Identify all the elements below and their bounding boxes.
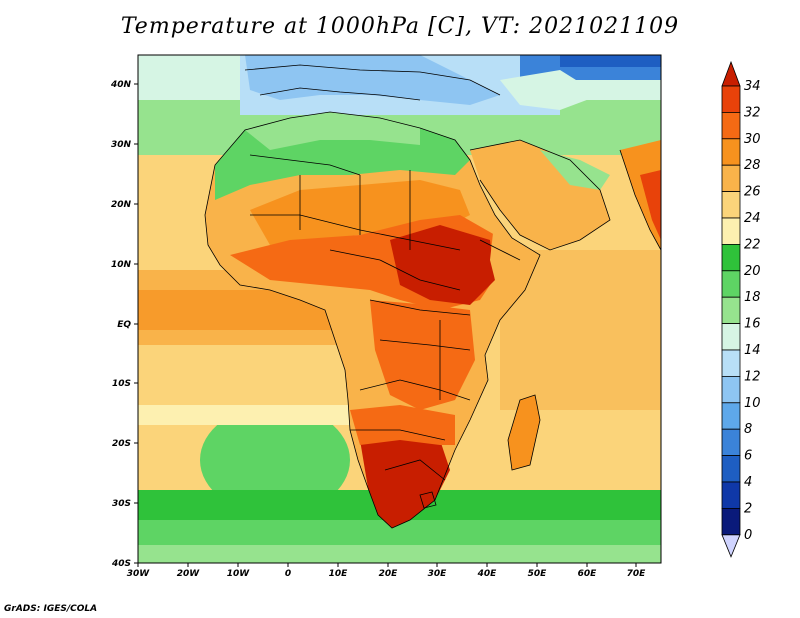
coastlines <box>204 64 661 529</box>
colorbar-swatch <box>721 428 741 457</box>
credit-text: GrADS: IGES/COLA <box>4 604 98 614</box>
lat-label: 20N <box>111 200 132 210</box>
lat-label: 40N <box>110 80 132 90</box>
colorbar-label: 20 <box>744 264 761 279</box>
colorbar-swatch <box>721 323 741 351</box>
longitude-labels: 30W 20W 10W 0 10E 20E 30E 40E 50E 60E 70… <box>127 569 646 579</box>
colorbar-swatch <box>721 349 741 377</box>
lon-label: 40E <box>477 569 498 579</box>
plot-frame <box>137 54 662 564</box>
colorbar-label: 12 <box>744 369 761 384</box>
lat-label: 10N <box>111 260 132 270</box>
colorbar-swatch <box>721 164 741 192</box>
colorbar-swatch <box>721 402 741 430</box>
colorbar-label: 16 <box>744 317 761 332</box>
axis-ticks <box>134 83 637 567</box>
lon-label: 20E <box>379 569 399 579</box>
map-title: Temperature at 1000hPa [C], VT: 20210211… <box>120 14 680 39</box>
colorbar-label: 6 <box>744 449 752 464</box>
colorbar-label: 26 <box>744 185 761 200</box>
lat-label: 30N <box>111 140 132 150</box>
colorbar-swatch <box>721 507 741 536</box>
colorbar-label: 2 <box>744 501 752 516</box>
colorbar-label: 22 <box>744 237 761 252</box>
colorbar-label: 34 <box>744 79 761 94</box>
colorbar-swatch <box>721 217 741 245</box>
colorbar-swatch <box>721 481 741 509</box>
colorbar-label: 30 <box>744 132 761 147</box>
lon-label: 30E <box>428 569 448 579</box>
colorbar-label: 28 <box>744 158 761 173</box>
colorbar-label: 4 <box>744 475 752 490</box>
colorbar-swatch <box>721 296 741 325</box>
colorbar-swatch <box>721 138 741 166</box>
colorbar-swatch <box>721 270 741 298</box>
lon-label: 70E <box>627 569 647 579</box>
colorbar-top-arrow <box>721 60 741 87</box>
lon-label: 10W <box>227 569 251 579</box>
lat-label: 30S <box>112 499 131 509</box>
colorbar-swatch <box>721 85 741 113</box>
colorbar-label: 10 <box>744 396 761 411</box>
temperature-field <box>138 55 661 563</box>
colorbar-swatch <box>721 112 741 140</box>
lon-label: 30W <box>127 569 151 579</box>
lat-label: EQ <box>117 320 131 330</box>
lon-label: 0 <box>285 569 291 579</box>
lat-label: 20S <box>112 439 131 449</box>
colorbar-label: 32 <box>744 105 761 120</box>
lat-label: 40S <box>111 559 131 569</box>
colorbar-swatch <box>721 243 741 272</box>
lon-label: 10E <box>329 569 349 579</box>
lat-label: 10S <box>112 379 131 389</box>
colorbar-swatch <box>721 375 741 404</box>
colorbar-label: 18 <box>744 290 761 305</box>
colorbar-swatch <box>721 455 741 483</box>
colorbar-label: 8 <box>744 422 752 437</box>
colorbar-label: 14 <box>744 343 761 358</box>
latitude-labels: 40N 30N 20N 10N EQ 10S 20S 30S 40S <box>110 80 132 569</box>
lon-label: 60E <box>578 569 598 579</box>
colorbar-label: 0 <box>744 528 752 543</box>
lon-label: 50E <box>528 569 548 579</box>
colorbar-label: 24 <box>744 211 761 226</box>
colorbar-swatch <box>721 191 741 219</box>
lon-label: 20W <box>177 569 201 579</box>
colorbar-bottom-arrow <box>721 534 741 558</box>
